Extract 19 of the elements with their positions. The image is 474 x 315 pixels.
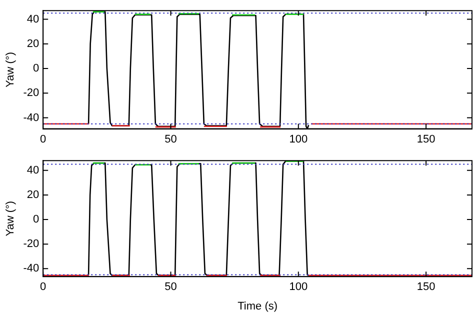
y-tick-label: -20 (23, 238, 40, 250)
x-tick-label: 150 (416, 281, 436, 294)
y-tick-label: -20 (23, 87, 40, 100)
y-tick-label: 20 (26, 38, 40, 50)
x-tick-label: 100 (289, 133, 308, 146)
y-tick-label: 20 (26, 189, 40, 201)
y-axis-title: Yaw (°) (4, 52, 17, 88)
y-axis-title: Yaw (°) (4, 200, 17, 236)
y-tick-label: 0 (32, 214, 40, 226)
x-axis-title: Time (s) (238, 300, 278, 312)
y-tick-label: 40 (26, 164, 40, 176)
x-tick-label: 50 (164, 133, 177, 146)
y-tick-label: 40 (26, 13, 40, 26)
y-tick-label: -40 (23, 112, 40, 124)
x-tick-label: 150 (416, 133, 436, 146)
x-tick-label: 50 (164, 281, 177, 294)
y-tick-label: -40 (23, 262, 40, 275)
x-tick-label: 100 (289, 281, 308, 294)
y-tick-label: 0 (32, 62, 40, 74)
